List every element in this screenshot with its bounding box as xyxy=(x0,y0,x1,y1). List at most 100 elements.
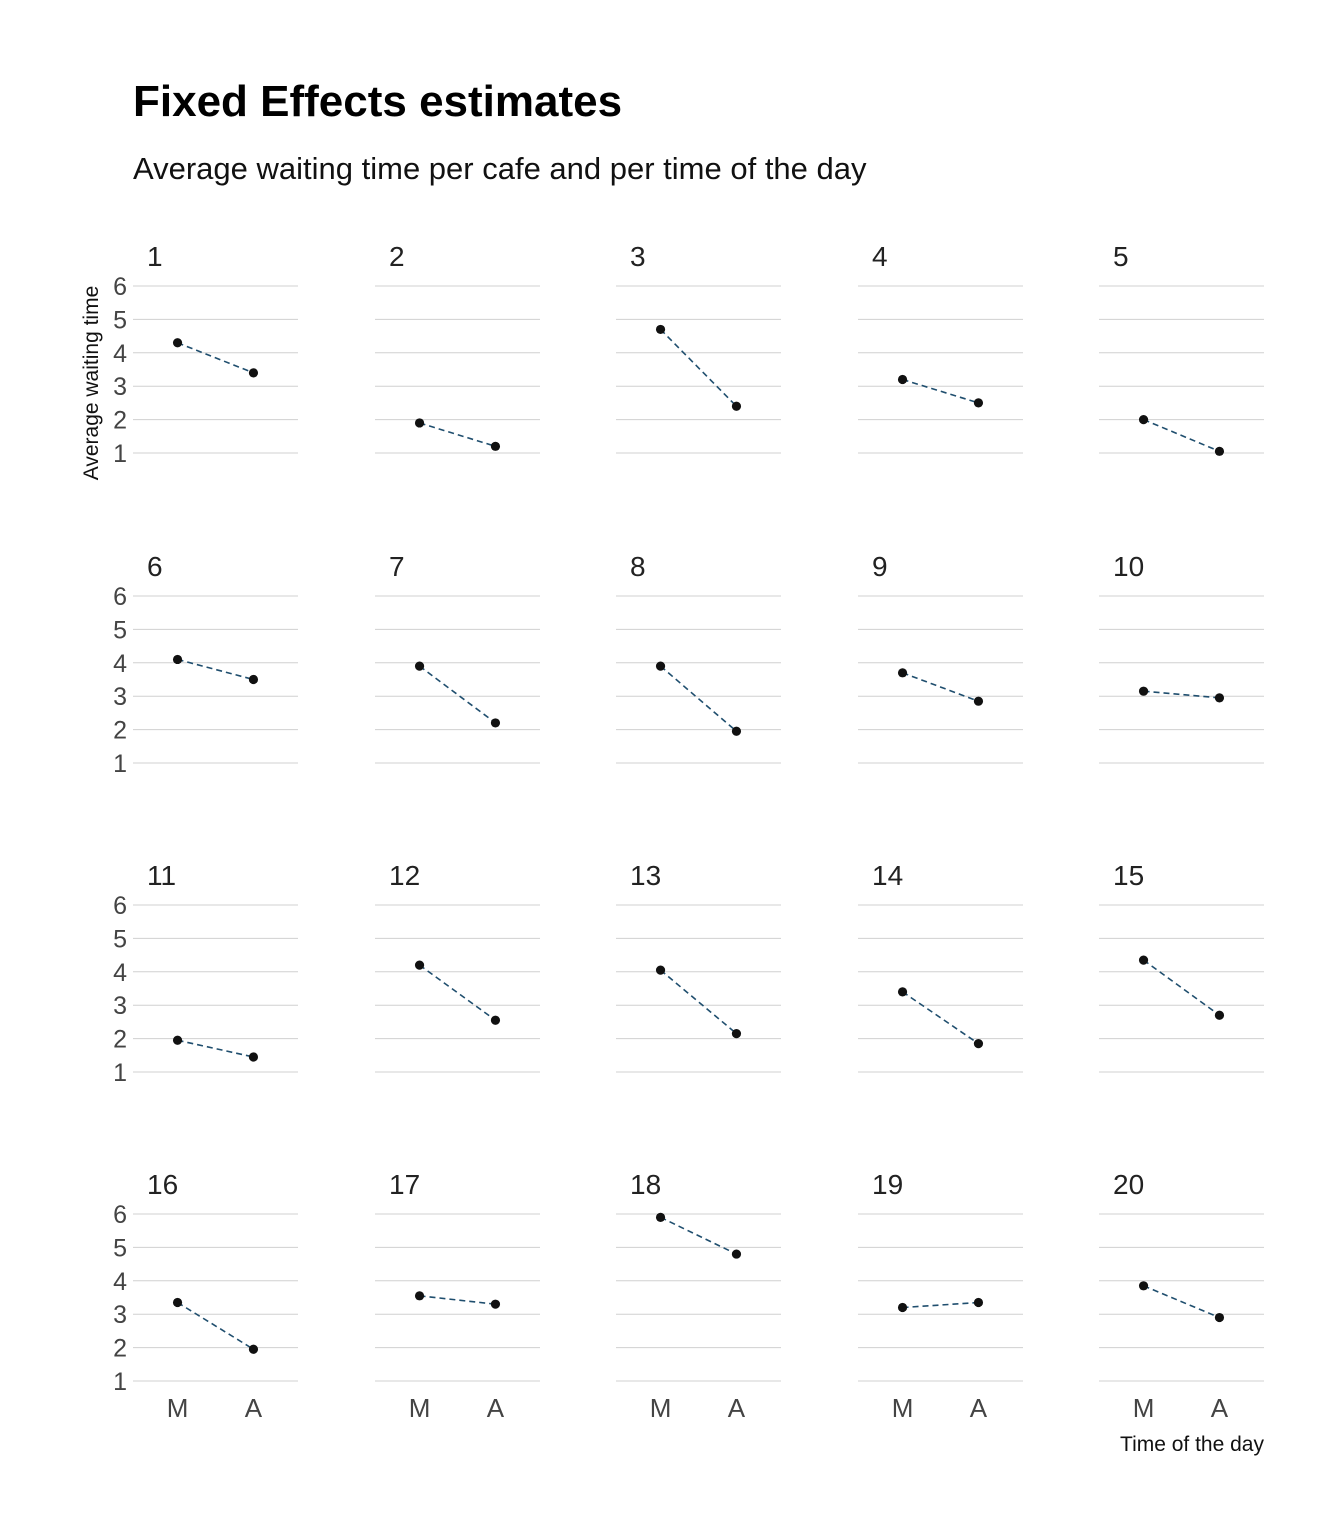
panel-20: 20 M A xyxy=(1099,1169,1264,1423)
panel-4: 4 xyxy=(858,241,1023,454)
panel-10: 10 xyxy=(1099,551,1264,764)
y-tick-label: 3 xyxy=(113,992,127,1020)
data-point-A xyxy=(248,1344,259,1354)
panel-label: 18 xyxy=(630,1169,661,1200)
data-point-M xyxy=(655,1212,666,1222)
data-point-A xyxy=(490,1299,501,1309)
data-point-M xyxy=(414,960,425,970)
y-tick-label: 4 xyxy=(113,650,127,678)
series-line xyxy=(902,991,979,1045)
x-tick-label: M xyxy=(650,1393,672,1423)
y-tick-label: 6 xyxy=(113,583,127,611)
y-tick-label: 5 xyxy=(113,925,127,953)
series-line xyxy=(1143,418,1220,453)
panel-label: 15 xyxy=(1113,860,1144,891)
data-point-A xyxy=(973,1039,984,1049)
series-line xyxy=(659,328,738,407)
y-tick-label: 5 xyxy=(113,306,127,334)
data-point-M xyxy=(172,1035,183,1045)
data-point-M xyxy=(897,1302,908,1313)
panel-1: 1 1 2 3 4 5 6 xyxy=(113,241,298,468)
y-tick-label: 5 xyxy=(113,1234,127,1262)
data-point-M xyxy=(655,965,666,975)
data-point-M xyxy=(414,1291,425,1301)
panel-16: 16 1 2 3 4 5 6 M A xyxy=(113,1169,298,1423)
y-tick-label: 1 xyxy=(113,1059,127,1087)
y-tick-label: 3 xyxy=(113,683,127,711)
panel-6: 6 1 2 3 4 5 6 xyxy=(113,551,298,778)
series-line xyxy=(419,422,496,448)
data-point-A xyxy=(731,1249,742,1259)
series-line xyxy=(902,672,979,702)
data-point-M xyxy=(1138,415,1149,425)
panel-18: 18 M A xyxy=(616,1169,781,1423)
data-point-A xyxy=(1214,1312,1225,1323)
data-point-A xyxy=(973,398,984,408)
data-point-M xyxy=(414,418,425,428)
data-point-A xyxy=(973,696,984,706)
y-axis-label: Average waiting time xyxy=(80,286,103,481)
y-tick-label: 2 xyxy=(113,717,127,745)
data-point-M xyxy=(414,661,425,671)
series-line xyxy=(177,1301,254,1350)
x-tick-label: A xyxy=(970,1393,988,1423)
data-point-A xyxy=(248,1052,259,1062)
panel-label: 4 xyxy=(872,241,888,272)
y-tick-label: 1 xyxy=(113,1368,127,1396)
panel-13: 13 xyxy=(616,860,781,1073)
panel-label: 7 xyxy=(389,551,405,582)
panel-2: 2 xyxy=(375,241,540,454)
series-line xyxy=(1143,1285,1220,1319)
data-point-M xyxy=(1138,686,1149,696)
data-point-M xyxy=(1138,955,1149,965)
y-tick-label: 4 xyxy=(113,1268,127,1296)
y-tick-label: 2 xyxy=(113,1026,127,1054)
series-line xyxy=(902,378,979,404)
data-point-M xyxy=(172,338,183,348)
series-line xyxy=(660,1216,737,1255)
chart-title: Fixed Effects estimates xyxy=(133,77,622,126)
data-point-A xyxy=(248,368,259,378)
data-point-A xyxy=(731,1028,742,1039)
panel-label: 2 xyxy=(389,241,405,272)
data-point-A xyxy=(490,718,501,728)
series-line xyxy=(419,964,496,1021)
data-point-M xyxy=(172,654,183,665)
panel-label: 17 xyxy=(389,1169,420,1200)
series-line xyxy=(419,1295,496,1305)
panel-15: 15 xyxy=(1099,860,1264,1073)
panel-14: 14 xyxy=(858,860,1023,1073)
panel-label: 9 xyxy=(872,551,888,582)
x-tick-label: A xyxy=(1211,1393,1229,1423)
panel-9: 9 xyxy=(858,551,1023,764)
series-line xyxy=(902,1301,979,1309)
series-line xyxy=(660,969,737,1035)
panel-8: 8 xyxy=(616,551,781,764)
series-line xyxy=(419,665,496,724)
y-tick-label: 1 xyxy=(113,750,127,778)
y-tick-label: 2 xyxy=(113,407,127,435)
panel-label: 12 xyxy=(389,860,420,891)
x-tick-label: M xyxy=(167,1393,189,1423)
x-tick-label: M xyxy=(409,1393,431,1423)
panel-label: 11 xyxy=(147,860,176,891)
panel-label: 20 xyxy=(1113,1169,1144,1200)
panel-label: 8 xyxy=(630,551,646,582)
data-point-A xyxy=(973,1297,984,1308)
data-point-A xyxy=(490,441,501,451)
y-tick-label: 2 xyxy=(113,1335,127,1363)
data-point-M xyxy=(1138,1281,1149,1291)
x-tick-label: A xyxy=(728,1393,746,1423)
chart-subtitle: Average waiting time per cafe and per ti… xyxy=(133,151,867,186)
series-line xyxy=(1143,959,1220,1016)
series-line xyxy=(660,665,737,732)
panel-label: 1 xyxy=(147,241,163,272)
panel-label: 16 xyxy=(147,1169,178,1200)
y-tick-label: 5 xyxy=(113,616,127,644)
x-tick-label: M xyxy=(892,1393,914,1423)
data-point-M xyxy=(655,661,666,671)
panel-label: 13 xyxy=(630,860,661,891)
series-line xyxy=(177,658,254,681)
data-point-A xyxy=(248,674,259,685)
